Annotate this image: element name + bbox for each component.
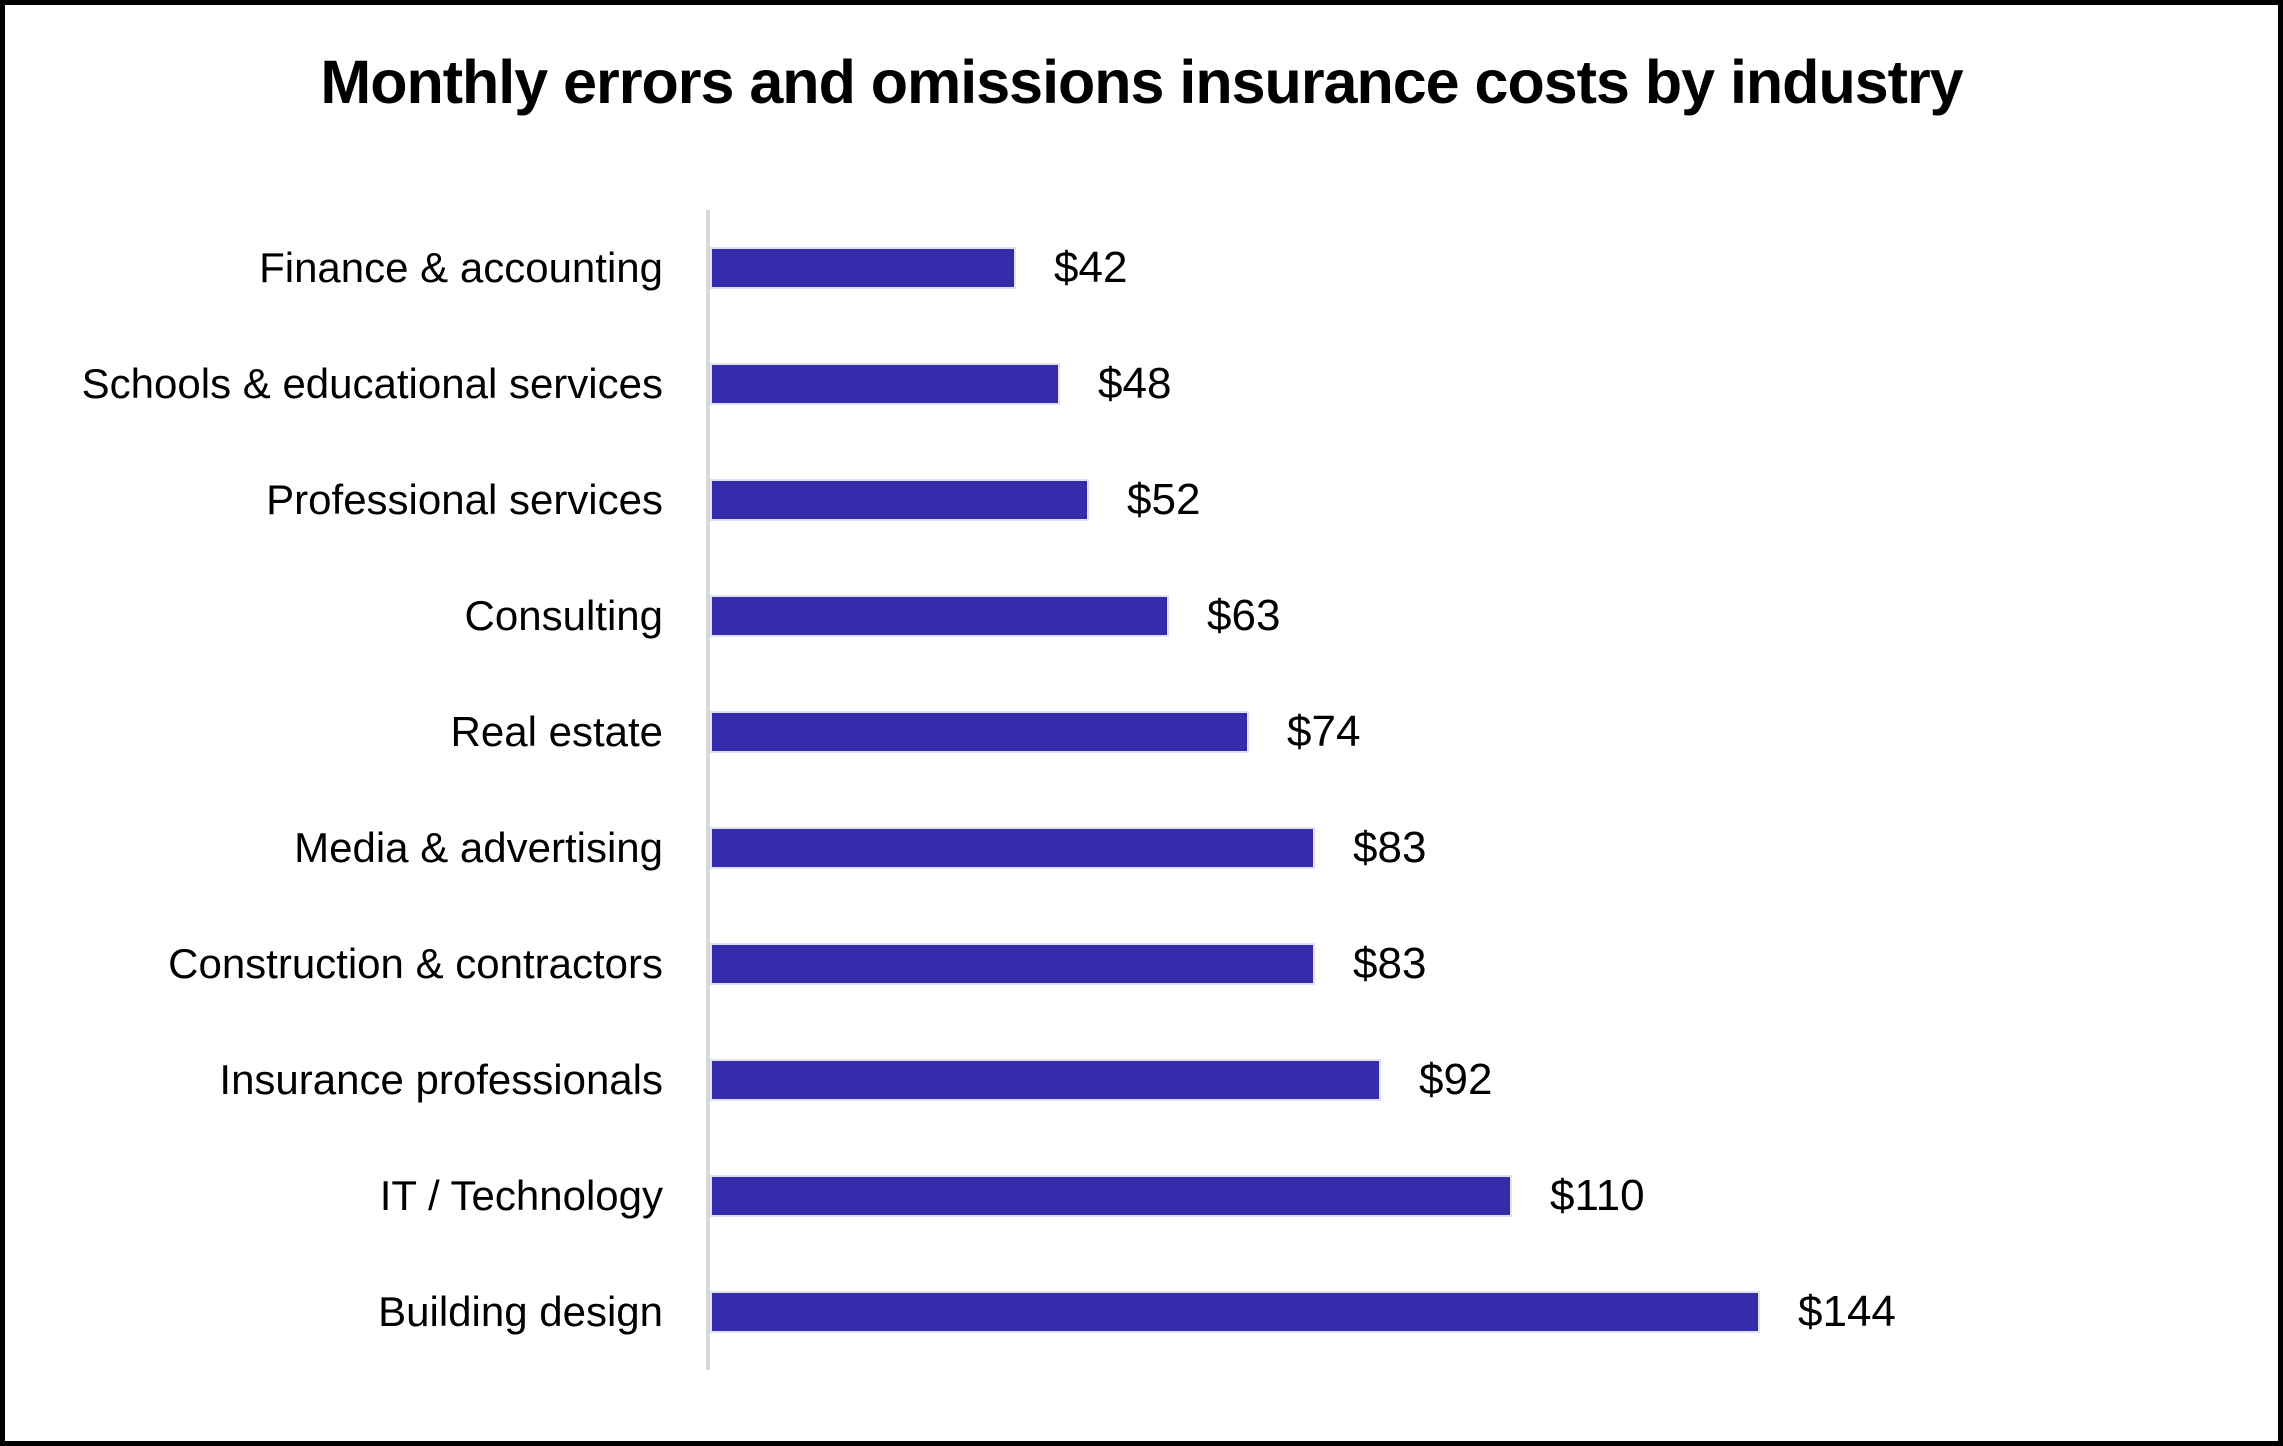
category-label: Media & advertising <box>294 824 663 871</box>
value-label: $110 <box>1550 1171 1645 1220</box>
bar-row: Schools & educational services $48 <box>5 326 2278 442</box>
plot-area: Finance & accounting $42 Schools & educa… <box>5 210 2278 1370</box>
bar <box>710 247 1016 289</box>
bar <box>710 363 1060 405</box>
value-label: $74 <box>1287 707 1361 756</box>
bar <box>710 711 1249 753</box>
chart-title: Monthly errors and omissions insurance c… <box>320 48 1963 116</box>
category-label: Construction & contractors <box>168 940 663 987</box>
category-label: Consulting <box>464 592 663 639</box>
bar-track: $74 <box>710 707 2278 757</box>
bar <box>710 1291 1760 1333</box>
bar-track: $42 <box>710 243 2278 293</box>
category-label: Finance & accounting <box>259 244 663 291</box>
category-label: Insurance professionals <box>219 1056 663 1103</box>
value-label: $83 <box>1353 823 1427 872</box>
y-axis-line <box>706 210 710 1370</box>
value-label: $92 <box>1419 1055 1493 1104</box>
category-label: Professional services <box>266 476 663 523</box>
bar <box>710 943 1315 985</box>
bar <box>710 1175 1512 1217</box>
bar-track: $144 <box>710 1287 2278 1337</box>
value-label: $63 <box>1207 591 1281 640</box>
value-label: $144 <box>1798 1287 1896 1336</box>
value-label: $83 <box>1353 939 1427 988</box>
bar-row: Media & advertising $83 <box>5 790 2278 906</box>
bar-row: Professional services $52 <box>5 442 2278 558</box>
category-label: Real estate <box>450 708 663 755</box>
bar-row: Real estate $74 <box>5 674 2278 790</box>
bar <box>710 1059 1381 1101</box>
bar-track: $48 <box>710 359 2278 409</box>
bar-row: Consulting $63 <box>5 558 2278 674</box>
bar-track: $52 <box>710 475 2278 525</box>
category-label: Schools & educational services <box>81 360 663 407</box>
chart-rows: Finance & accounting $42 Schools & educa… <box>5 210 2278 1370</box>
bar-track: $63 <box>710 591 2278 641</box>
bar-row: Building design $144 <box>5 1254 2278 1370</box>
value-label: $48 <box>1098 359 1172 408</box>
bar-track: $83 <box>710 823 2278 873</box>
category-label: Building design <box>378 1288 663 1335</box>
bar-row: Insurance professionals $92 <box>5 1022 2278 1138</box>
bar-row: IT / Technology $110 <box>5 1138 2278 1254</box>
value-label: $42 <box>1054 243 1128 292</box>
bar-track: $110 <box>710 1171 2278 1221</box>
bar <box>710 827 1315 869</box>
bar <box>710 479 1089 521</box>
category-label: IT / Technology <box>379 1172 663 1219</box>
bar-row: Construction & contractors $83 <box>5 906 2278 1022</box>
value-label: $52 <box>1127 475 1201 524</box>
bar-row: Finance & accounting $42 <box>5 210 2278 326</box>
bar <box>710 595 1169 637</box>
bar-track: $92 <box>710 1055 2278 1105</box>
bar-track: $83 <box>710 939 2278 989</box>
